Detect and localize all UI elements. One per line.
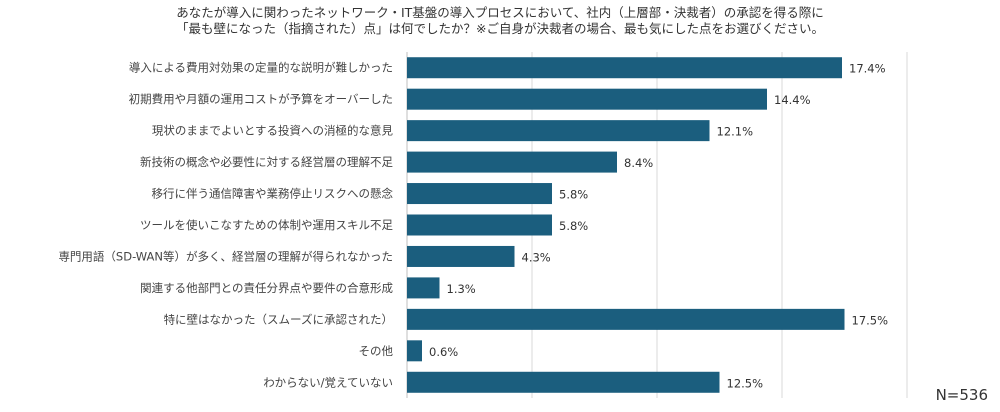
category-label: わからない/覚えていない xyxy=(263,375,393,389)
value-label: 4.3% xyxy=(522,250,551,264)
bar xyxy=(407,245,515,267)
category-label: 特に壁はなかった（スムーズに承認された） xyxy=(164,312,393,326)
value-label: 14.4% xyxy=(774,93,811,107)
category-label: 現状のままでよいとする投資への消極的な意見 xyxy=(152,124,394,138)
value-label: 17.4% xyxy=(849,62,886,76)
title-line-1: あなたが導入に関わったネットワーク・IT基盤の導入プロセスにおいて、社内（上層部… xyxy=(176,5,824,20)
bar xyxy=(407,277,440,299)
bar xyxy=(407,308,845,330)
value-label: 12.5% xyxy=(727,376,764,390)
category-label: その他 xyxy=(359,344,394,358)
category-label: ツールを使いこなすための体制や運用スキル不足 xyxy=(140,218,393,232)
bar xyxy=(407,371,720,393)
value-label: 12.1% xyxy=(717,125,754,139)
bar xyxy=(407,57,842,79)
chart-title: あなたが導入に関わったネットワーク・IT基盤の導入プロセスにおいて、社内（上層部… xyxy=(0,5,1000,37)
category-label: 専門用語（SD-WAN等）が多く、経営層の理解が得られなかった xyxy=(58,249,393,263)
value-label: 0.6% xyxy=(429,345,458,359)
bar xyxy=(407,120,710,142)
category-label: 関連する他部門との責任分界点や要件の合意形成 xyxy=(140,281,393,295)
title-line-2: 「最も壁になった（指摘された）点」は何でしたか？※ご自身が決裁者の場合、最も気に… xyxy=(176,21,824,36)
bar xyxy=(407,214,552,236)
value-label: 1.3% xyxy=(447,282,476,296)
category-label: 移行に伴う通信障害や業務停止リスクへの懸念 xyxy=(152,187,394,201)
value-label: 5.8% xyxy=(559,219,588,233)
category-label: 初期費用や月額の運用コストが予算をオーバーした xyxy=(129,92,393,106)
value-label: 5.8% xyxy=(559,188,588,202)
category-label: 導入による費用対効果の定量的な説明が難しかった xyxy=(129,61,393,75)
bar xyxy=(407,183,552,205)
bar xyxy=(407,151,617,173)
bar xyxy=(407,340,422,362)
category-label: 新技術の概念や必要性に対する経営層の理解不足 xyxy=(140,155,393,169)
value-label: 8.4% xyxy=(624,156,653,170)
bar xyxy=(407,88,767,110)
value-label: 17.5% xyxy=(852,313,889,327)
sample-size: N=536 xyxy=(935,386,988,404)
